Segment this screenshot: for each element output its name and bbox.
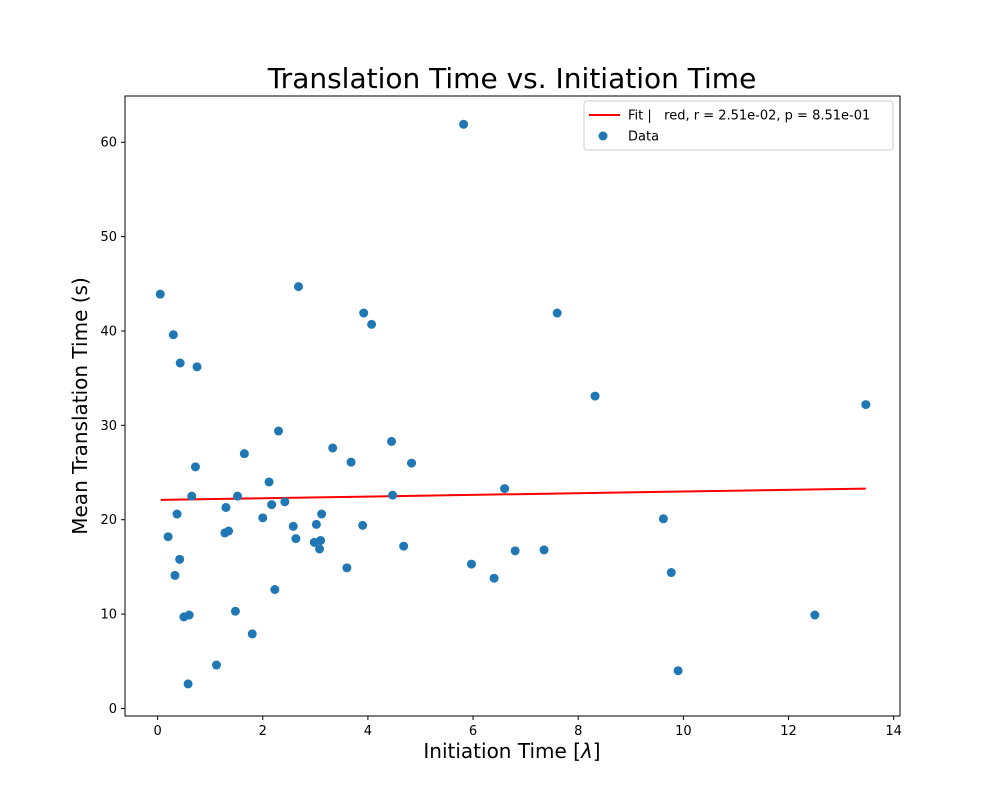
data-point: [510, 546, 520, 556]
data-point: [187, 491, 197, 501]
data-point: [673, 666, 683, 676]
data-point: [258, 513, 268, 523]
data-point: [172, 509, 182, 519]
x-axis-title-close: ]: [593, 739, 601, 763]
data-point: [247, 629, 257, 639]
x-axis-ticks: 0 2 4 6 8 10 12 14: [153, 716, 902, 739]
data-point: [459, 119, 469, 129]
data-point: [539, 545, 549, 555]
data-point: [280, 497, 290, 507]
data-point: [183, 679, 193, 689]
data-point: [224, 526, 234, 536]
x-tick-label: 2: [259, 724, 267, 739]
x-axis-title-symbol: λ: [580, 739, 593, 763]
legend-data-label: Data: [628, 130, 659, 145]
legend: Fit | red, r = 2.51e-02, p = 8.51e-01 Da…: [583, 100, 894, 151]
y-tick-label: 30: [100, 419, 117, 434]
y-tick-label: 10: [100, 608, 117, 623]
data-point: [388, 490, 398, 500]
x-axis-title: Initiation Time [λ]: [423, 739, 600, 763]
data-point: [666, 568, 676, 578]
x-tick-label: 8: [574, 724, 582, 739]
x-tick-label: 14: [885, 724, 902, 739]
y-tick-label: 50: [100, 230, 117, 245]
data-point: [168, 330, 178, 340]
y-tick-label: 40: [100, 324, 117, 339]
data-point: [316, 535, 326, 545]
x-tick-label: 6: [469, 724, 477, 739]
data-point: [221, 502, 231, 512]
data-point: [407, 458, 417, 468]
data-point: [500, 484, 510, 494]
data-point: [230, 606, 240, 616]
data-point: [810, 610, 820, 620]
data-point: [264, 477, 274, 487]
data-point: [184, 610, 194, 620]
data-point: [658, 514, 668, 524]
y-tick-label: 60: [100, 136, 117, 151]
data-point: [288, 521, 298, 531]
chart-title: Translation Time vs. Initiation Time: [267, 62, 757, 95]
legend-fit-label: Fit | red, r = 2.51e-02, p = 8.51e-01: [628, 109, 870, 124]
data-point: [328, 443, 338, 453]
legend-frame: [583, 100, 894, 151]
data-point: [274, 426, 284, 436]
data-point: [861, 400, 871, 410]
data-point: [387, 436, 397, 446]
fit-line: [160, 487, 866, 501]
data-point: [358, 520, 368, 530]
x-tick-label: 12: [780, 724, 797, 739]
legend-data-swatch: [598, 131, 608, 141]
y-tick-label: 20: [100, 513, 117, 528]
data-point: [552, 308, 562, 318]
x-axis-title-main: Initiation Time [: [423, 739, 581, 763]
axes-frame: [124, 95, 901, 717]
data-point: [342, 563, 352, 573]
data-point: [367, 319, 377, 329]
data-point: [163, 532, 173, 542]
data-point: [267, 500, 277, 510]
data-point: [399, 541, 409, 551]
fit-line-layer: [160, 487, 866, 501]
data-point: [294, 282, 304, 292]
data-point: [170, 570, 180, 580]
data-point: [489, 573, 499, 583]
data-points-layer: [155, 119, 871, 689]
data-point: [317, 509, 327, 519]
y-tick-label: 0: [109, 702, 117, 717]
data-point: [155, 289, 165, 299]
data-point: [192, 362, 202, 372]
data-point: [239, 449, 249, 459]
x-tick-label: 0: [153, 724, 161, 739]
data-point: [175, 554, 185, 564]
x-tick-label: 4: [364, 724, 372, 739]
data-point: [190, 462, 200, 472]
data-point: [311, 519, 321, 529]
data-point: [590, 391, 600, 401]
plot-area: 0 2 4 6 8 10 12 14 0 10 20 30 40 50 60: [100, 95, 902, 739]
data-point: [270, 585, 280, 595]
data-point: [233, 491, 243, 501]
data-point: [315, 544, 325, 554]
x-tick-label: 10: [675, 724, 692, 739]
y-axis-title: Mean Translation Time (s): [68, 277, 92, 535]
data-point: [359, 308, 369, 318]
y-axis-ticks: 0 10 20 30 40 50 60: [100, 136, 125, 717]
data-point: [211, 660, 221, 670]
data-point: [466, 559, 476, 569]
data-point: [291, 534, 301, 544]
data-point: [346, 457, 356, 467]
data-point: [175, 358, 185, 368]
